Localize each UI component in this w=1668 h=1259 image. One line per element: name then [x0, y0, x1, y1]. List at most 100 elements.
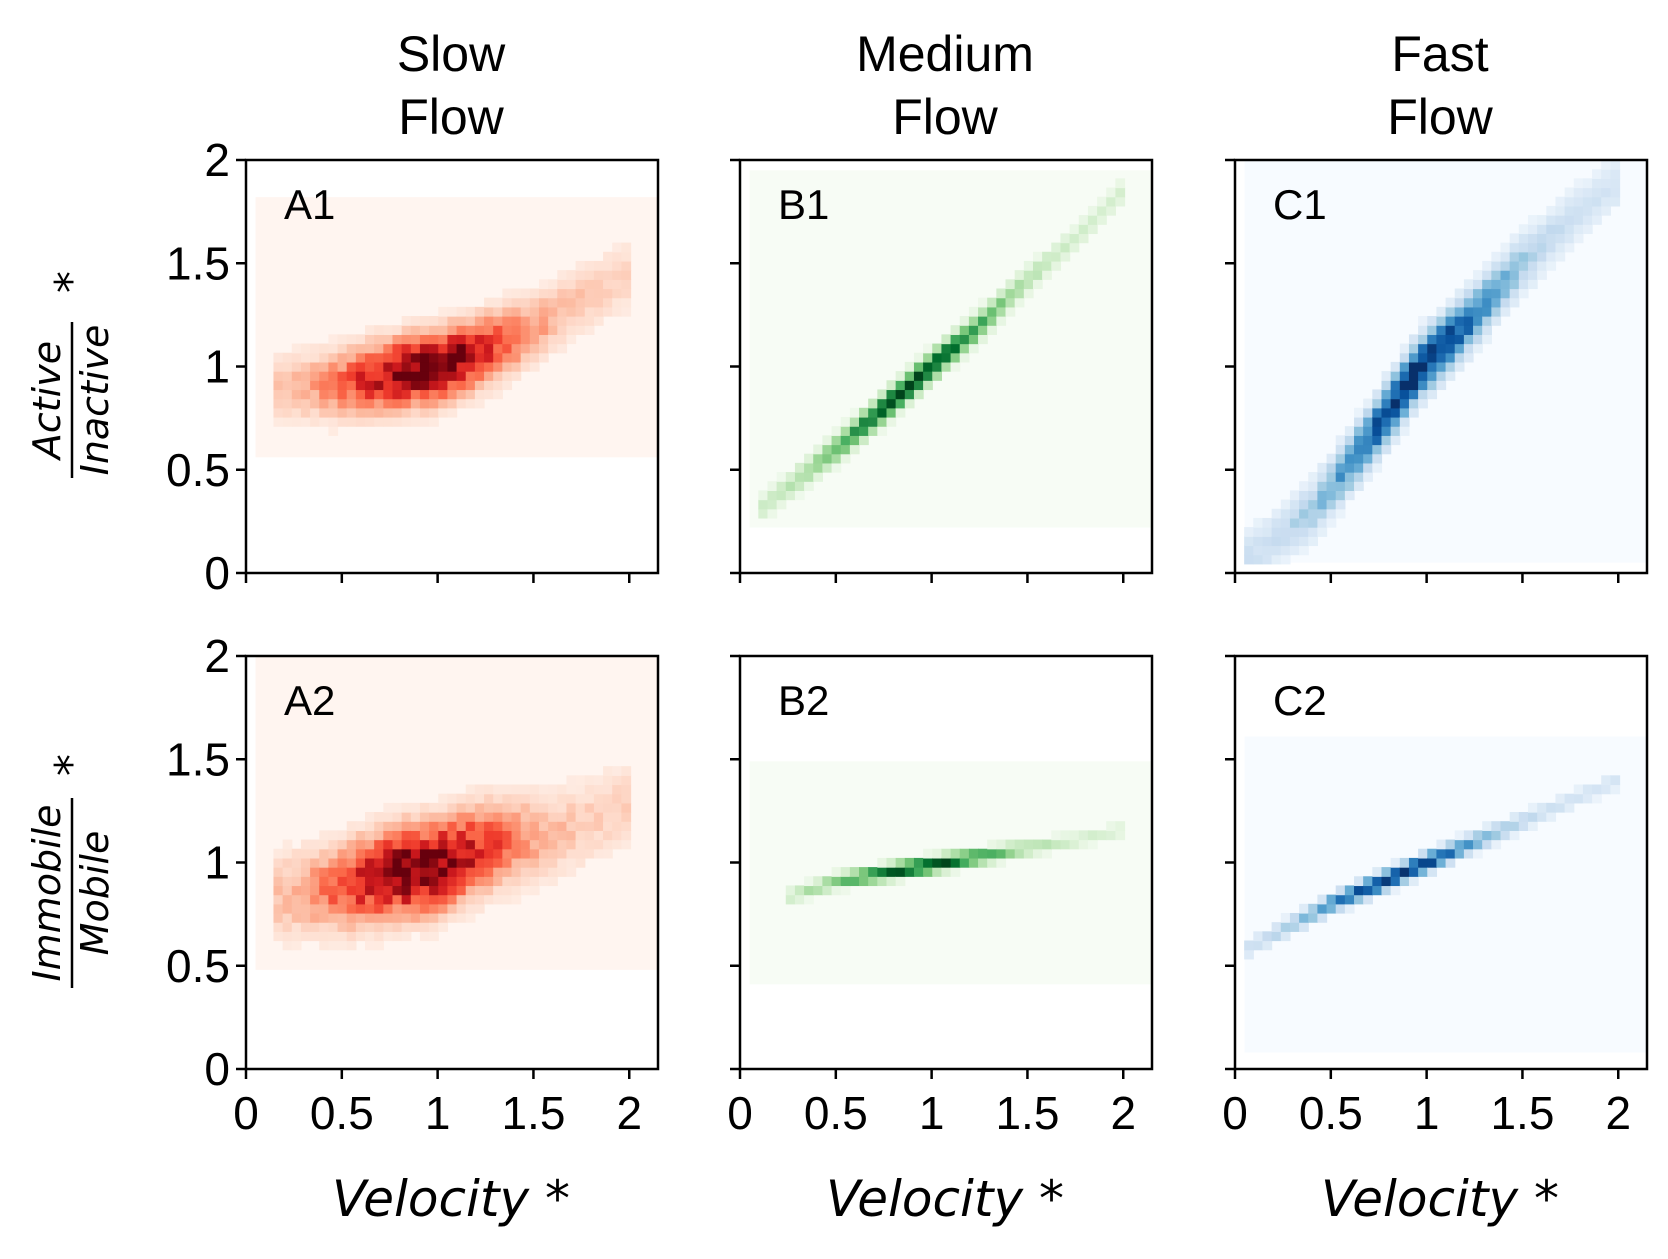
heatmap-cell [273, 389, 284, 400]
heatmap-cell [502, 343, 513, 354]
heatmap-cell [804, 462, 814, 473]
heatmap-cell [621, 821, 632, 831]
heatmap-cell [1032, 279, 1043, 290]
heatmap-cell [328, 903, 339, 914]
heatmap-cell [310, 407, 320, 418]
heatmap-cell [1573, 784, 1584, 795]
heatmap-cell [1271, 508, 1282, 519]
heatmap-cell [868, 876, 878, 887]
y-tick-label: 1 [204, 341, 230, 393]
heatmap-cell [566, 793, 577, 804]
heatmap-cell [1463, 288, 1474, 299]
heatmap-cell [1418, 352, 1428, 363]
heatmap-cell [593, 830, 604, 841]
heatmap-cell [1262, 940, 1273, 951]
heatmap-cell [1564, 196, 1575, 207]
col-title-slow-line1: Slow [397, 26, 506, 82]
heatmap-cell [895, 398, 906, 409]
heatmap-cell [410, 334, 421, 345]
heatmap-cell [401, 407, 412, 418]
heatmap-cell [538, 793, 549, 804]
heatmap-cell [374, 407, 384, 418]
heatmap-cell [401, 325, 412, 335]
heatmap-cell [410, 316, 421, 326]
heatmap-cell [337, 857, 348, 868]
heatmap-cell [1106, 196, 1116, 207]
heatmap-cell [1463, 316, 1474, 326]
heatmap-cell [584, 316, 595, 326]
heatmap-cell [1381, 416, 1392, 427]
heatmap-cell [529, 857, 540, 868]
heatmap-cell [493, 821, 503, 831]
heatmap-cell [355, 407, 366, 418]
heatmap-cell [538, 352, 549, 363]
heatmap-cell [831, 876, 842, 887]
heatmap-cell [346, 389, 357, 400]
heatmap-cell [1454, 325, 1465, 335]
heatmap-cell [456, 812, 467, 822]
heatmap-cell [1610, 178, 1621, 189]
heatmap-cell [1390, 885, 1401, 896]
heatmap-cell [1372, 462, 1383, 473]
heatmap-cell [1363, 435, 1373, 446]
heatmap-cell [1253, 940, 1264, 951]
heatmap-cell [1014, 297, 1025, 308]
heatmap-cell [319, 922, 329, 932]
heatmap-cell [346, 931, 357, 942]
heatmap-cell [419, 352, 430, 363]
heatmap-cell [300, 343, 311, 354]
heatmap-cell [419, 380, 430, 391]
heatmap-cell [932, 857, 943, 868]
heatmap-cell [566, 288, 577, 299]
heatmap-cell [1482, 821, 1492, 831]
heatmap-cell [1244, 545, 1254, 556]
heatmap-cell [410, 812, 421, 822]
heatmap-cell [365, 398, 375, 409]
heatmap-cell [474, 352, 485, 363]
heatmap-cell [392, 839, 403, 850]
heatmap-cell [785, 885, 796, 896]
heatmap-cell [1491, 821, 1502, 831]
heatmap-cell [1005, 848, 1016, 859]
heatmap-cell [300, 931, 311, 942]
heatmap-cell [1445, 857, 1456, 868]
heatmap-cell [392, 380, 403, 391]
heatmap-cell [511, 867, 522, 877]
heatmap-cell [1032, 251, 1043, 262]
heatmap-background [1244, 736, 1647, 1053]
heatmap-cell [429, 903, 439, 914]
heatmap-cell [511, 802, 522, 813]
heatmap-cell [355, 361, 366, 372]
heatmap-cell [1592, 784, 1602, 795]
heatmap-cell [1271, 554, 1282, 565]
heatmap-cell [1271, 536, 1282, 547]
heatmap-cell [1097, 196, 1107, 207]
heatmap-cell [1473, 830, 1483, 841]
heatmap-cell [529, 867, 540, 877]
heatmap-cell [1418, 361, 1428, 372]
heatmap-cell [310, 416, 320, 427]
heatmap-cell [1555, 802, 1566, 813]
heatmap-cell [401, 857, 412, 868]
heatmap-cell [392, 912, 403, 923]
heatmap-cell [1381, 444, 1392, 455]
heatmap-cell [474, 334, 485, 345]
heatmap-cell [484, 352, 494, 363]
heatmap-cell [1436, 857, 1447, 868]
heatmap-cell [548, 334, 558, 345]
heatmap-cell [1537, 233, 1547, 244]
heatmap-cell [291, 885, 302, 896]
heatmap-cell [621, 766, 632, 776]
heatmap-cell [291, 848, 302, 859]
heatmap-cell [1555, 233, 1566, 244]
xlabel-slow: Velocity * [332, 1170, 570, 1228]
heatmap-cell [1518, 270, 1529, 280]
heatmap-cell [1060, 242, 1071, 253]
heatmap-cell [374, 334, 384, 345]
heatmap-cell [886, 389, 897, 400]
heatmap-cell [1335, 508, 1346, 519]
heatmap-cell [566, 279, 577, 290]
heatmap-cell [794, 490, 805, 501]
heatmap-cell [401, 876, 412, 887]
heatmap-cell [1491, 297, 1502, 308]
